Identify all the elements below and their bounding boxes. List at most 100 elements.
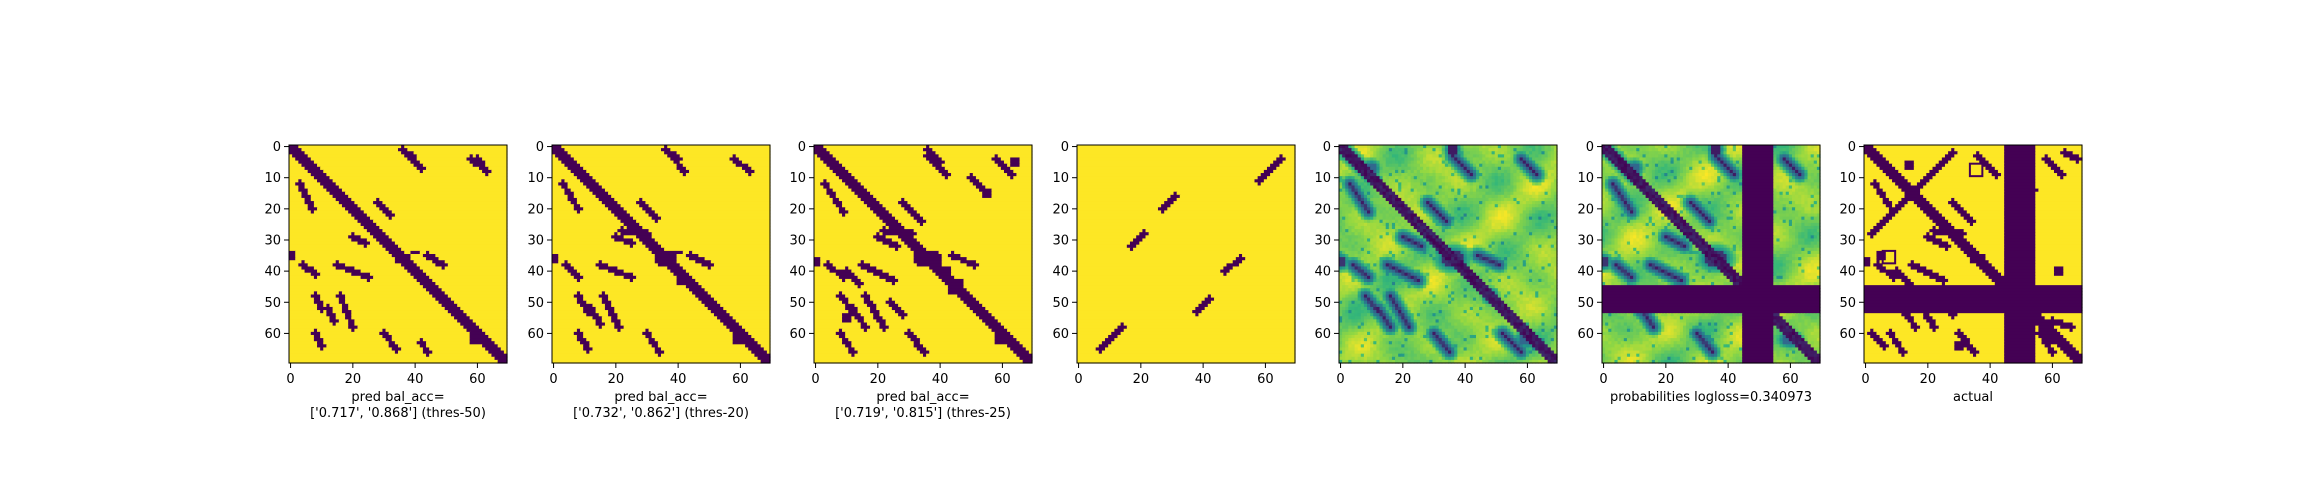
- heatmap-cell-run: [1370, 213, 1374, 218]
- heatmap-cell-run: [1345, 263, 1349, 268]
- heatmap-cell-run: [1223, 266, 1234, 271]
- heatmap-cell-run: [1077, 275, 1296, 280]
- heatmap-cell-run: [1360, 278, 1365, 283]
- heatmap-cell-run: [1519, 179, 1524, 183]
- heatmap-cell-run: [1522, 204, 1527, 208]
- heatmap-cell-run: [1519, 182, 1524, 187]
- heatmap-cell-run: [1535, 241, 1539, 246]
- heatmap-cell-run: [497, 359, 508, 364]
- heatmap-cell-run: [944, 282, 965, 286]
- heatmap-cell-run: [482, 157, 508, 162]
- heatmap-cell-run: [1460, 163, 1465, 168]
- heatmap-cell-run: [1460, 188, 1465, 193]
- heatmap-cell-run: [592, 347, 656, 352]
- heatmap-cell-run: [1007, 173, 1018, 177]
- heatmap-cell-run: [1360, 191, 1365, 196]
- heatmap-cell-run: [689, 288, 706, 292]
- heatmap-cell-run: [1391, 204, 1396, 208]
- heatmap-cell-run: [478, 166, 489, 171]
- heatmap-cell-run: [1000, 166, 1011, 171]
- heatmap-cell-run: [1354, 191, 1359, 196]
- heatmap-cell-run: [1466, 275, 1474, 280]
- heatmap-cell-run: [1382, 204, 1387, 208]
- heatmap-cell-run: [707, 291, 771, 296]
- heatmap-cell-run: [1497, 188, 1502, 193]
- heatmap-cell-run: [1507, 278, 1511, 283]
- heatmap-cell-run: [1432, 160, 1437, 165]
- heatmap-cell-run: [1535, 247, 1539, 252]
- heatmap-cell-run: [1373, 275, 1377, 280]
- heatmap-cell-run: [732, 341, 759, 345]
- heatmap-cell-run: [639, 197, 643, 202]
- heatmap-cell-run: [482, 344, 499, 349]
- heatmap-cell-run: [1500, 201, 1505, 205]
- heatmap-cell-run: [1398, 225, 1402, 230]
- heatmap-cell-run: [1519, 269, 1524, 274]
- heatmap-cell-run: [1077, 201, 1165, 205]
- heatmap-cell-run: [1500, 235, 1505, 240]
- heatmap-cell-run: [751, 173, 771, 177]
- heatmap-cell-run: [1370, 197, 1374, 202]
- heatmap-cell-run: [814, 266, 828, 271]
- heatmap-cell-run: [338, 201, 355, 205]
- heatmap-cell-run: [1544, 213, 1549, 218]
- heatmap-cell-run: [1491, 166, 1496, 171]
- heatmap-cell-run: [1370, 257, 1374, 261]
- heatmap-cell-run: [1360, 222, 1365, 227]
- heatmap-cell-run: [1379, 266, 1384, 271]
- heatmap-cell-run: [1373, 297, 1377, 302]
- heatmap-cell-run: [369, 216, 390, 221]
- heatmap-cell-run: [1416, 148, 1421, 152]
- heatmap-cell-run: [1485, 185, 1490, 190]
- heatmap-cell-run: [289, 282, 421, 286]
- x-tick-label: 20: [870, 372, 887, 387]
- heatmap-cell-run: [1488, 219, 1493, 224]
- heatmap-cell-run: [1457, 263, 1462, 268]
- heatmap-cell-run: [1476, 282, 1480, 286]
- heatmap-cell-run: [611, 303, 706, 308]
- heatmap-cell-run: [488, 350, 505, 355]
- heatmap-cell-run: [1195, 306, 1206, 311]
- heatmap-cell-run: [932, 269, 952, 274]
- heatmap-cell-run: [1547, 278, 1552, 283]
- heatmap-cell-run: [1370, 182, 1374, 187]
- heatmap-cell-run: [1482, 275, 1486, 280]
- heatmap-cell-run: [1342, 154, 1346, 159]
- heatmap-cell-run: [1444, 145, 1449, 149]
- heatmap-cell-run: [1351, 157, 1356, 162]
- heatmap-cell-run: [1488, 254, 1493, 258]
- heatmap-cell-run: [1510, 188, 1514, 193]
- heatmap-cell-run: [1479, 278, 1483, 283]
- heatmap-cell-run: [1345, 179, 1349, 183]
- heatmap-cell-run: [1441, 173, 1446, 177]
- heatmap-cell-run: [1413, 176, 1418, 180]
- heatmap-cell-run: [639, 222, 771, 227]
- heatmap-cell-run: [882, 241, 899, 246]
- heatmap-cell-run: [1497, 254, 1505, 258]
- heatmap-cell-run: [552, 319, 597, 324]
- heatmap-cell-run: [1538, 216, 1543, 221]
- heatmap-cell-run: [1370, 244, 1374, 249]
- heatmap-cell-run: [1482, 179, 1486, 183]
- heatmap-cell-run: [1500, 250, 1505, 255]
- heatmap-cell-run: [1532, 266, 1536, 271]
- heatmap-cell-run: [832, 169, 849, 174]
- heatmap-cell-run: [1077, 222, 1296, 227]
- heatmap-cell-run: [1457, 260, 1462, 264]
- heatmap-cell-run: [1342, 288, 1346, 292]
- heatmap-cell-run: [1476, 247, 1480, 252]
- heatmap-cell-run: [1460, 204, 1465, 208]
- heatmap-cell-run: [1535, 194, 1539, 199]
- heatmap-cell-run: [1382, 288, 1387, 292]
- heatmap-cell-run: [503, 350, 508, 355]
- heatmap-cell-run: [1472, 163, 1477, 168]
- heatmap-cell-run: [1395, 201, 1399, 205]
- heatmap-cell-run: [1441, 213, 1446, 218]
- heatmap-cell-run: [552, 359, 762, 364]
- heatmap-cell-run: [366, 238, 377, 243]
- heatmap-cell-run: [1354, 294, 1359, 299]
- heatmap-cell-run: [1510, 169, 1514, 174]
- heatmap-cell-run: [726, 325, 743, 330]
- x-tick-label: 0: [549, 372, 557, 387]
- heatmap-cell-run: [1077, 347, 1097, 352]
